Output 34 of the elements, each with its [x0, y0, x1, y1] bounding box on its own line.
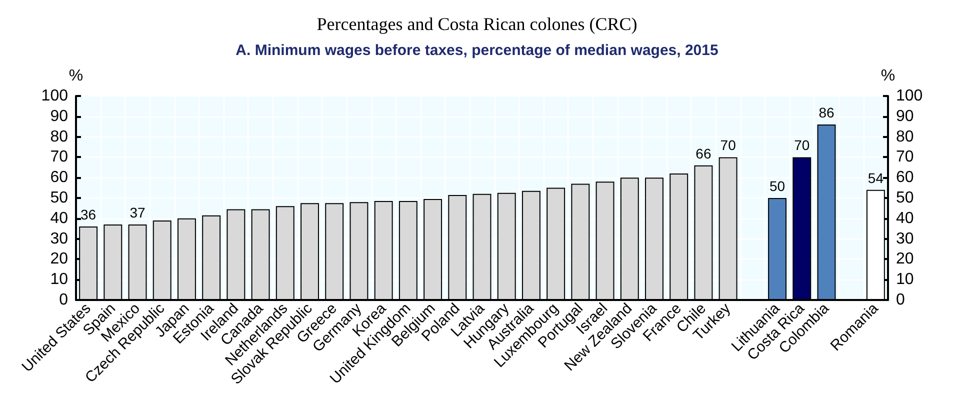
y-tick-label: 60 — [50, 169, 68, 186]
y-tick-label: 0 — [59, 292, 68, 308]
chart-subtitle: A. Minimum wages before taxes, percentage of median wages, 2015 — [236, 42, 718, 59]
y2-tick-label: 10 — [896, 271, 914, 288]
y-tick-label: 40 — [50, 210, 68, 227]
y-tick-label: 10 — [50, 271, 68, 288]
y2-tick-label: 100 — [896, 88, 923, 104]
y2-tick-label: 20 — [896, 250, 914, 268]
y-tick-label: 100 — [41, 88, 68, 104]
y2-tick-label: 0 — [896, 292, 905, 308]
data-label: 66 — [696, 145, 712, 162]
y2-tick-label: 70 — [896, 148, 914, 166]
y2-tick-label: 60 — [896, 169, 914, 186]
data-label: 86 — [818, 104, 834, 121]
data-label: 37 — [130, 204, 146, 221]
data-label: 36 — [80, 206, 96, 223]
data-label: 70 — [794, 137, 810, 154]
y-tick-label: 20 — [50, 250, 68, 268]
y-tick-label: 80 — [50, 128, 68, 146]
data-label: 54 — [868, 170, 884, 186]
y-axis-title: % — [68, 68, 84, 84]
chart-title: Percentages and Costa Rican colones (CRC) — [316, 14, 638, 34]
y2-tick-label: 80 — [896, 128, 914, 146]
y2-tick-label: 40 — [896, 210, 914, 227]
y-tick-label: 50 — [50, 190, 68, 206]
y2-tick-label: 30 — [896, 230, 914, 248]
data-label: 70 — [720, 137, 736, 154]
y-tick-label: 70 — [50, 148, 68, 166]
data-label: 50 — [769, 178, 786, 194]
y2-tick-label: 50 — [896, 190, 914, 206]
y2-axis-title: % — [880, 68, 896, 84]
y-tick-label: 30 — [50, 230, 68, 248]
y2-tick-label: 90 — [896, 108, 914, 125]
y-tick-label: 90 — [50, 108, 68, 125]
